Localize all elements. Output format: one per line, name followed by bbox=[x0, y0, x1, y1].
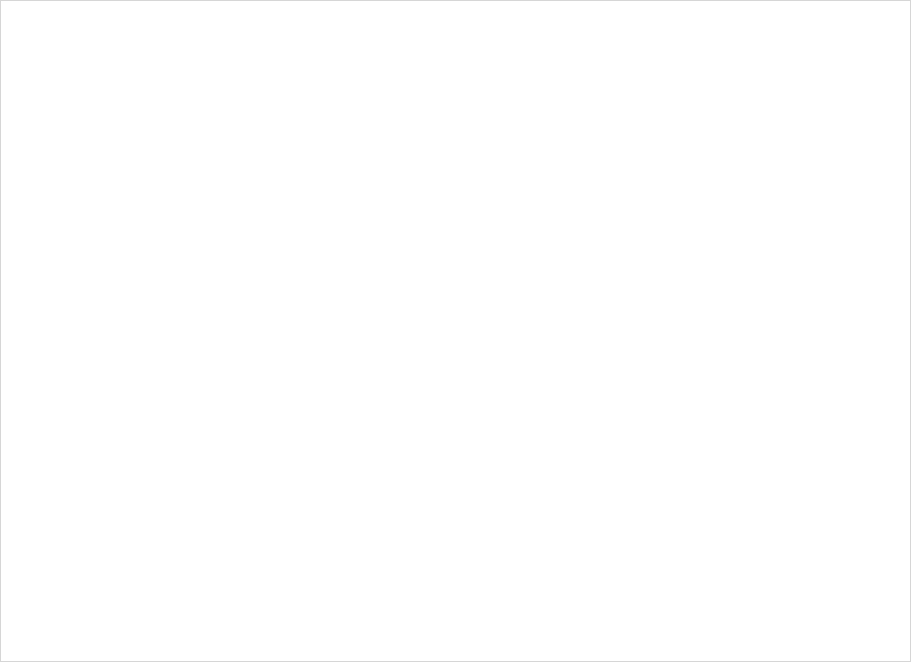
legend-swatch-1st-day-icon bbox=[373, 649, 407, 653]
legend-swatch-2nd-day-icon bbox=[437, 649, 471, 653]
legend-item-2nd-day bbox=[437, 649, 475, 653]
legend-item-3rd-day bbox=[501, 649, 539, 653]
legend-item-1st-day bbox=[373, 649, 411, 653]
legend bbox=[1, 649, 910, 653]
legend-swatch-3rd-day-icon bbox=[501, 649, 535, 653]
